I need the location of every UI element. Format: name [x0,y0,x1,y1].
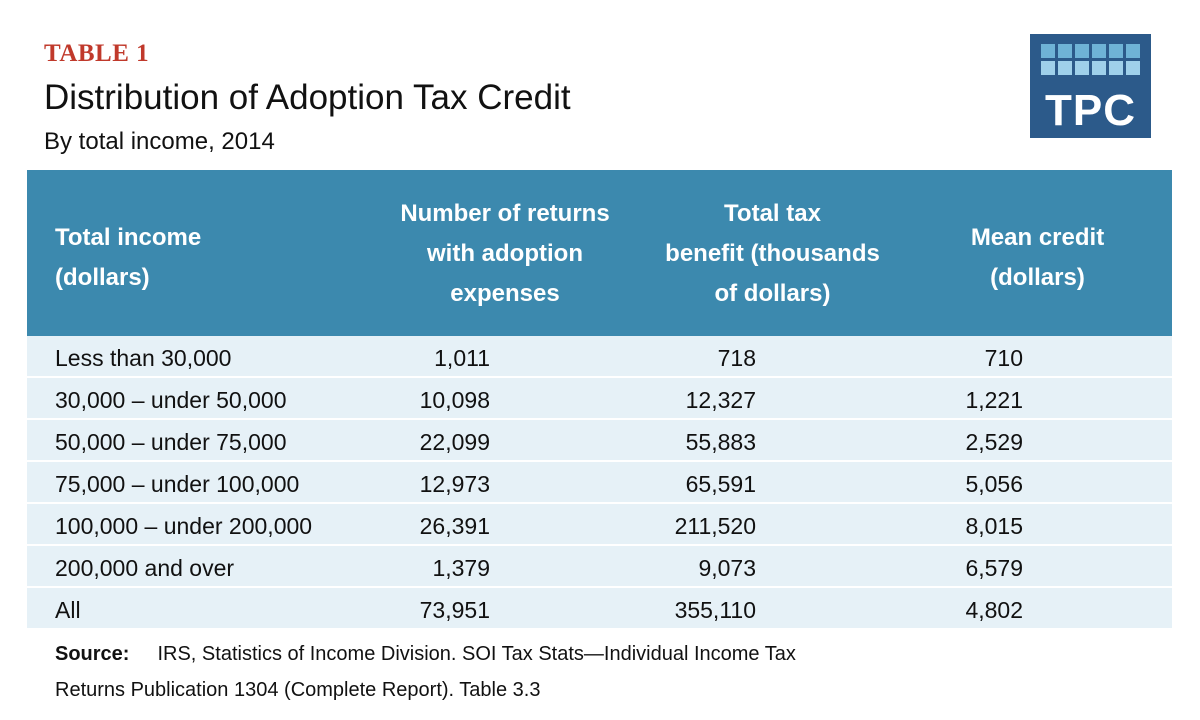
returns-cell: 12,973 [419,471,490,497]
returns-cell: 1,011 [434,345,490,371]
header-line: Number of returns [400,200,610,227]
income-cell: 30,000 – under 50,000 [55,387,287,413]
column-header-benefit: Total tax benefit (thousands of dollars) [635,194,910,314]
column-header-returns: Number of returns with adoption expenses [375,194,635,314]
benefit-cell: 12,327 [685,387,756,413]
table-body: Less than 30,000 1,011 718 710 30,000 – unde… [27,336,1172,630]
header-line: of dollars) [714,280,831,307]
benefit-cell: 9,073 [698,555,756,581]
tpc-logo: TPC [1030,34,1151,138]
source-note: Source: IRS, Statistics of Income Divisio… [55,636,796,708]
mean-credit-cell: 5,056 [965,471,1023,497]
table-title: Distribution of Adoption Tax Credit [44,78,571,117]
mean-credit-cell: 710 [984,345,1023,371]
header-line: Total tax [724,200,821,227]
header-line: Total income [55,224,202,251]
column-header-mean-credit: Mean credit (dollars) [925,218,1150,298]
table-row: 100,000 – under 200,000 26,391 211,520 8,01… [27,504,1172,546]
header-line: (dollars) [55,264,150,291]
header-line: expenses [450,280,560,307]
header-line: Mean credit [970,224,1105,251]
returns-cell: 1,379 [432,555,490,581]
returns-cell: 26,391 [419,513,490,539]
source-line-1: Source: IRS, Statistics of Income Divisio… [55,636,796,672]
mean-credit-cell: 4,802 [965,597,1023,623]
header-line: (dollars) [990,264,1085,291]
header-line: benefit (thousands [665,240,880,267]
benefit-cell: 55,883 [685,429,756,455]
source-line-2: Returns Publication 1304 (Complete Repor… [55,679,541,701]
income-cell: 200,000 and over [55,555,235,581]
logo-grid-icon [1041,44,1140,75]
mean-credit-cell: 2,529 [965,429,1023,455]
data-table: Total income (dollars) Number of returns… [27,170,1172,630]
mean-credit-cell: 8,015 [965,513,1023,539]
income-cell: Less than 30,000 [55,345,232,371]
income-cell: 75,000 – under 100,000 [55,471,300,497]
income-cell: All [55,597,81,623]
income-cell: 100,000 – under 200,000 [55,513,313,539]
benefit-cell: 65,591 [685,471,756,497]
header-line: with adoption [427,240,583,267]
logo-text: TPC [1045,86,1136,135]
source-label: Source: [55,643,130,665]
table-row: 50,000 – under 75,000 22,099 55,883 2,529 [27,420,1172,462]
table-row: 200,000 and over 1,379 9,073 6,579 [27,546,1172,588]
table-kicker: TABLE 1 [44,40,150,67]
table-row: Less than 30,000 1,011 718 710 [27,336,1172,378]
benefit-cell: 718 [717,345,756,371]
table-row: All 73,951 355,110 4,802 [27,588,1172,630]
benefit-cell: 355,110 [674,597,756,623]
source-text: IRS, Statistics of Income Division. SOI … [157,643,796,665]
table-subtitle: By total income, 2014 [44,128,275,155]
mean-credit-cell: 6,579 [965,555,1023,581]
returns-cell: 73,951 [419,597,490,623]
returns-cell: 22,099 [419,429,490,455]
table-header: Total income (dollars) Number of returns… [27,170,1172,336]
returns-cell: 10,098 [419,387,490,413]
table-row: 30,000 – under 50,000 10,098 12,327 1,221 [27,378,1172,420]
income-cell: 50,000 – under 75,000 [55,429,287,455]
table-row: 75,000 – under 100,000 12,973 65,591 5,056 [27,462,1172,504]
benefit-cell: 211,520 [674,513,756,539]
mean-credit-cell: 1,221 [965,387,1023,413]
column-header-income: Total income (dollars) [55,218,201,298]
